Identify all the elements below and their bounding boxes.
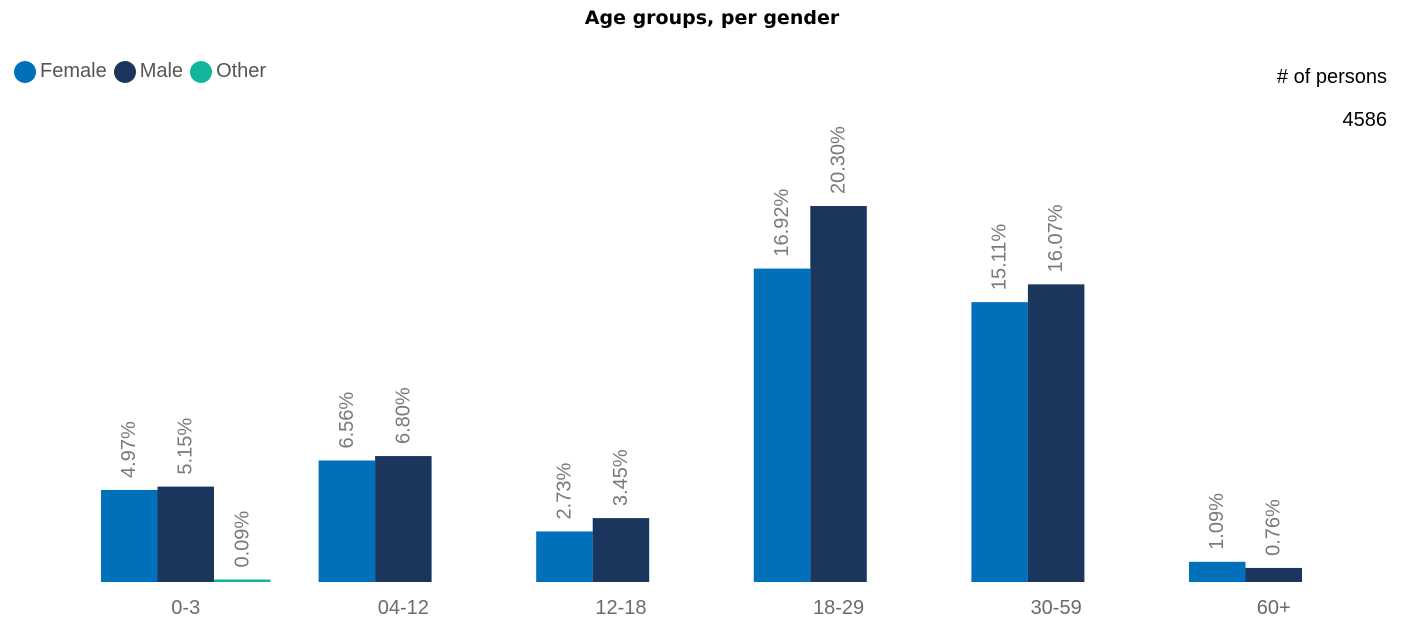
legend-swatch-other (190, 60, 213, 83)
data-label-female-4: 15.11% (989, 224, 1011, 291)
data-label-female-1: 6.56% (336, 392, 358, 449)
legend-label-other: Other (216, 60, 267, 82)
x-tick-label-2: 12-18 (595, 597, 646, 619)
bar-male-0[interactable] (157, 486, 215, 582)
bar-male-4[interactable] (1027, 284, 1085, 582)
legend-item-other[interactable]: Other (190, 60, 266, 83)
x-tick-label-4: 30-59 (1031, 597, 1082, 619)
data-label-male-3: 20.30% (828, 126, 850, 194)
bar-female-3[interactable] (753, 268, 811, 582)
legend-label-female: Female (40, 60, 107, 82)
bar-male-1[interactable] (375, 456, 432, 582)
data-label-male-5: 0.76% (1263, 499, 1285, 556)
chart-title: Age groups, per gender (584, 7, 840, 29)
data-label-male-2: 3.45% (610, 449, 632, 506)
data-label-male-4: 16.07% (1045, 204, 1067, 272)
legend-item-male[interactable]: Male (113, 60, 184, 83)
bar-other-0[interactable] (214, 579, 271, 583)
legend-swatch-male (113, 60, 136, 83)
bar-female-2[interactable] (536, 531, 593, 582)
legend: Female Male Other (14, 60, 273, 83)
data-label-female-5: 1.09% (1206, 493, 1228, 550)
data-label-other-0: 0.09% (231, 511, 253, 568)
legend-item-female[interactable]: Female (14, 60, 107, 83)
data-label-male-0: 5.15% (175, 418, 197, 475)
bar-female-1[interactable] (318, 460, 376, 582)
x-tick-label-0: 0-3 (171, 597, 200, 619)
kpi-value: 4586 (1342, 109, 1388, 131)
bar-male-3[interactable] (810, 206, 867, 582)
data-label-female-0: 4.97% (118, 421, 140, 478)
x-tick-label-1: 04-12 (378, 597, 429, 619)
bar-female-4[interactable] (971, 302, 1028, 582)
legend-swatch-female (14, 60, 36, 83)
kpi-label: # of persons (1276, 66, 1387, 88)
x-tick-label-3: 18-29 (813, 597, 864, 619)
data-label-female-2: 2.73% (553, 463, 575, 520)
data-label-female-3: 16.92% (771, 189, 793, 257)
bar-male-5[interactable] (1245, 567, 1303, 582)
bar-female-5[interactable] (1189, 561, 1246, 582)
legend-label-male: Male (139, 60, 184, 82)
data-label-male-1: 6.80% (392, 387, 414, 444)
x-tick-label-5: 60+ (1257, 597, 1291, 619)
bar-male-2[interactable] (592, 518, 650, 582)
bar-female-0[interactable] (101, 489, 158, 582)
